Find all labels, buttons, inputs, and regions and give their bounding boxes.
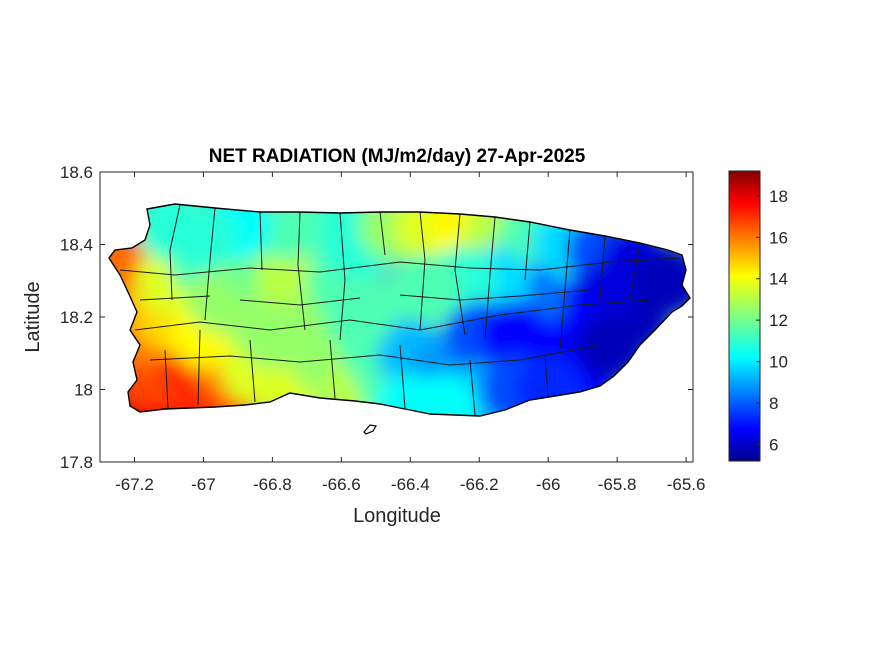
colorbar-tick-label: 16 — [769, 228, 788, 247]
municipality-border — [484, 216, 496, 341]
x-axis-label: Longitude — [353, 505, 441, 527]
colorbar-tick-label: 10 — [769, 353, 788, 372]
municipality-border — [524, 221, 531, 281]
y-tick-label: 18.6 — [60, 163, 93, 182]
municipality-border — [544, 354, 549, 397]
municipality-border — [399, 289, 591, 301]
x-tick-label: -66.4 — [391, 475, 430, 494]
x-tick-label: -67.2 — [115, 475, 154, 494]
municipality-border — [469, 359, 476, 416]
colorbar-tick-label: 12 — [769, 311, 788, 330]
heat-sample — [324, 283, 393, 351]
chart-title: NET RADIATION (MJ/m2/day) 27-Apr-2025 — [209, 146, 586, 167]
municipality-border — [629, 242, 641, 301]
municipality-border — [149, 344, 601, 366]
island-outline — [108, 203, 691, 417]
x-tick-label: -65.8 — [598, 475, 637, 494]
colorbar-tick-label: 14 — [769, 270, 788, 289]
heat-sample — [376, 373, 445, 416]
heat-sample — [169, 204, 238, 272]
municipality-border — [559, 229, 571, 351]
municipality-border — [239, 297, 361, 306]
x-tick-label: -65.6 — [667, 475, 706, 494]
municipality-border — [204, 207, 216, 321]
municipality-border — [454, 213, 466, 336]
municipality-border — [419, 211, 426, 331]
islet-outline — [363, 424, 377, 435]
municipality-border — [379, 211, 386, 256]
y-tick-label: 17.8 — [60, 453, 93, 472]
municipality-border — [134, 299, 651, 331]
heat-sample — [238, 301, 307, 370]
municipality-border — [259, 211, 263, 271]
colorbar-tick-label: 18 — [769, 187, 788, 206]
x-tick-label: -66.8 — [253, 475, 292, 494]
colorbar-ticks: 6 8 10 12 14 16 18 — [756, 187, 788, 454]
x-tick-label: -66 — [536, 475, 561, 494]
municipality-border — [119, 257, 681, 276]
colorbar-tick-label: 8 — [769, 394, 778, 413]
y-tick-label: 18.4 — [60, 236, 93, 255]
municipality-border — [599, 235, 606, 301]
x-tick-label: -67 — [191, 475, 216, 494]
colorbar — [728, 170, 761, 462]
y-tick-label: 18 — [74, 381, 93, 400]
municipality-border — [139, 295, 211, 301]
x-tick-label: -66.6 — [322, 475, 361, 494]
municipality-border — [329, 339, 336, 399]
municipality-border — [249, 339, 256, 403]
x-axis: -67.2 -67 -66.8 -66.6 -66.4 -66.2 -66 -65.8 -65.… — [115, 172, 705, 494]
municipality-border — [169, 204, 181, 301]
municipality-boundaries — [119, 204, 681, 416]
y-tick-label: 18.2 — [60, 308, 93, 327]
y-axis-label: Latitude — [22, 281, 44, 352]
municipality-border — [339, 212, 346, 341]
municipality-border — [399, 344, 406, 409]
x-tick-label: -66.2 — [460, 475, 499, 494]
y-axis: 17.8 18 18.2 18.4 18.6 — [60, 163, 693, 472]
municipality-border — [164, 349, 169, 409]
colorbar-tick-label: 6 — [769, 435, 778, 454]
municipality-border — [197, 329, 201, 406]
municipality-border — [297, 211, 306, 331]
